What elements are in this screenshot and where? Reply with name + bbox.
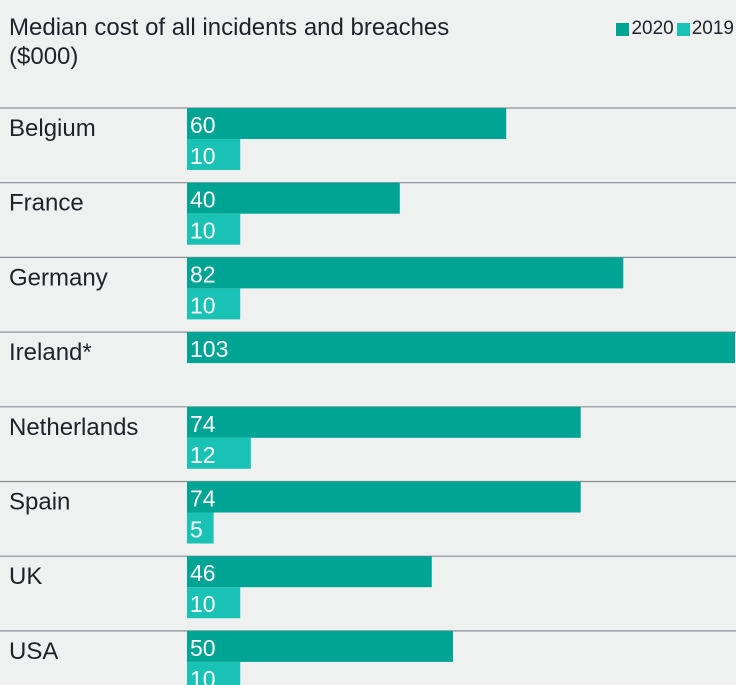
legend: 2020 2019: [613, 18, 734, 40]
category-label-germany: Germany: [9, 264, 108, 291]
legend-label-2019: 2019: [691, 18, 734, 39]
value-label-belgium-2019: 10: [190, 143, 216, 169]
category-label-spain: Spain: [9, 489, 70, 516]
bar-usa-2019: [187, 661, 241, 685]
value-label-uk-2020: 46: [190, 560, 216, 586]
legend-swatch-2020: [616, 22, 630, 36]
value-label-germany-2019: 10: [190, 292, 216, 318]
bar-france-2020: [187, 182, 400, 214]
value-label-spain-2020: 74: [190, 486, 216, 512]
value-label-usa-2019: 10: [190, 666, 216, 685]
bar-uk-2020: [187, 556, 432, 588]
bar-france-2019: [187, 213, 241, 245]
value-label-germany-2020: 82: [190, 261, 216, 287]
bar-ireland-2020: [187, 332, 735, 364]
category-label-france: France: [9, 190, 84, 217]
bar-uk-2019: [187, 587, 241, 619]
category-label-netherlands: Netherlands: [9, 414, 138, 441]
value-label-spain-2019: 5: [190, 517, 203, 543]
legend-label-2020: 2020: [631, 18, 674, 39]
bar-germany-2020: [187, 257, 624, 289]
bar-germany-2019: [187, 288, 241, 320]
category-label-usa: USA: [9, 638, 58, 665]
value-label-uk-2019: 10: [190, 591, 216, 617]
bar-spain-2020: [187, 481, 581, 513]
category-label-uk: UK: [9, 563, 42, 590]
legend-swatch-2019: [676, 22, 690, 36]
category-label-ireland: Ireland*: [9, 339, 92, 366]
value-label-ireland-2020: 103: [190, 336, 228, 362]
chart-title: Median cost of all incidents and breache…: [9, 14, 450, 41]
value-label-netherlands-2020: 74: [190, 411, 216, 437]
bar-netherlands-2020: [187, 406, 581, 438]
value-label-usa-2020: 50: [190, 635, 216, 661]
value-label-france-2020: 40: [190, 187, 216, 213]
bar-usa-2020: [187, 630, 454, 662]
bar-belgium-2020: [187, 108, 507, 139]
value-label-belgium-2020: 60: [190, 112, 216, 138]
bar-belgium-2019: [187, 139, 241, 170]
category-label-belgium: Belgium: [9, 115, 96, 142]
bar-netherlands-2019: [187, 437, 251, 469]
chart-subtitle: ($000): [9, 43, 79, 70]
value-label-netherlands-2019: 12: [190, 442, 216, 468]
bar-spain-2019: [187, 512, 214, 544]
value-label-france-2019: 10: [190, 218, 216, 244]
